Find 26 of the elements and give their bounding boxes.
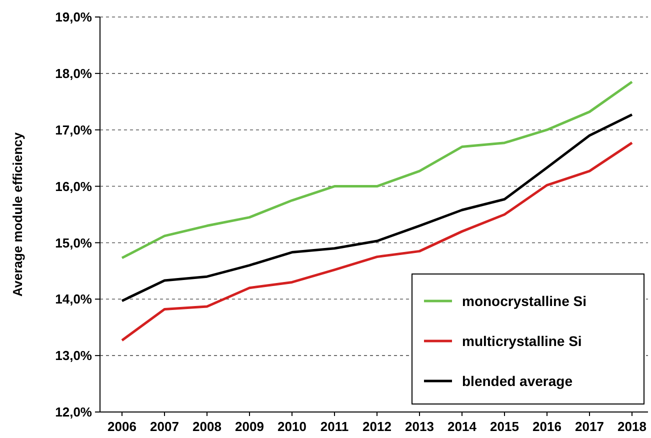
legend-label: blended average <box>462 373 573 389</box>
x-tick-label: 2017 <box>575 419 604 434</box>
x-tick-label: 2008 <box>192 419 222 434</box>
y-tick-label: 13,0% <box>55 348 92 364</box>
x-tick-label: 2013 <box>405 419 434 434</box>
x-tick-label: 2009 <box>235 419 264 434</box>
y-tick-label: 18,0% <box>55 66 92 81</box>
x-tick-label: 2015 <box>490 419 519 434</box>
y-axis-title: Average module efficiency <box>10 132 25 297</box>
x-tick-label: 2006 <box>108 419 136 434</box>
x-tick-label: 2016 <box>532 419 562 434</box>
x-tick-label: 2018 <box>618 419 646 434</box>
y-tick-label: 12,0% <box>55 404 92 420</box>
y-tick-label: 16,0% <box>55 178 92 194</box>
x-tick-label: 2014 <box>448 419 478 434</box>
y-tick-label: 15,0% <box>55 235 92 250</box>
y-tick-label: 14,0% <box>55 292 92 307</box>
y-tick-label: 17,0% <box>55 122 92 138</box>
x-tick-label: 2011 <box>320 419 349 434</box>
line-series <box>120 80 634 260</box>
x-tick-label: 2007 <box>150 419 179 434</box>
x-tick-label: 2010 <box>278 419 306 434</box>
x-tick-label: 2012 <box>362 419 392 434</box>
legend-label: multicrystalline Si <box>462 333 582 349</box>
legend-label: monocrystalline Si <box>462 293 586 309</box>
y-tick-label: 19,0% <box>55 10 92 25</box>
